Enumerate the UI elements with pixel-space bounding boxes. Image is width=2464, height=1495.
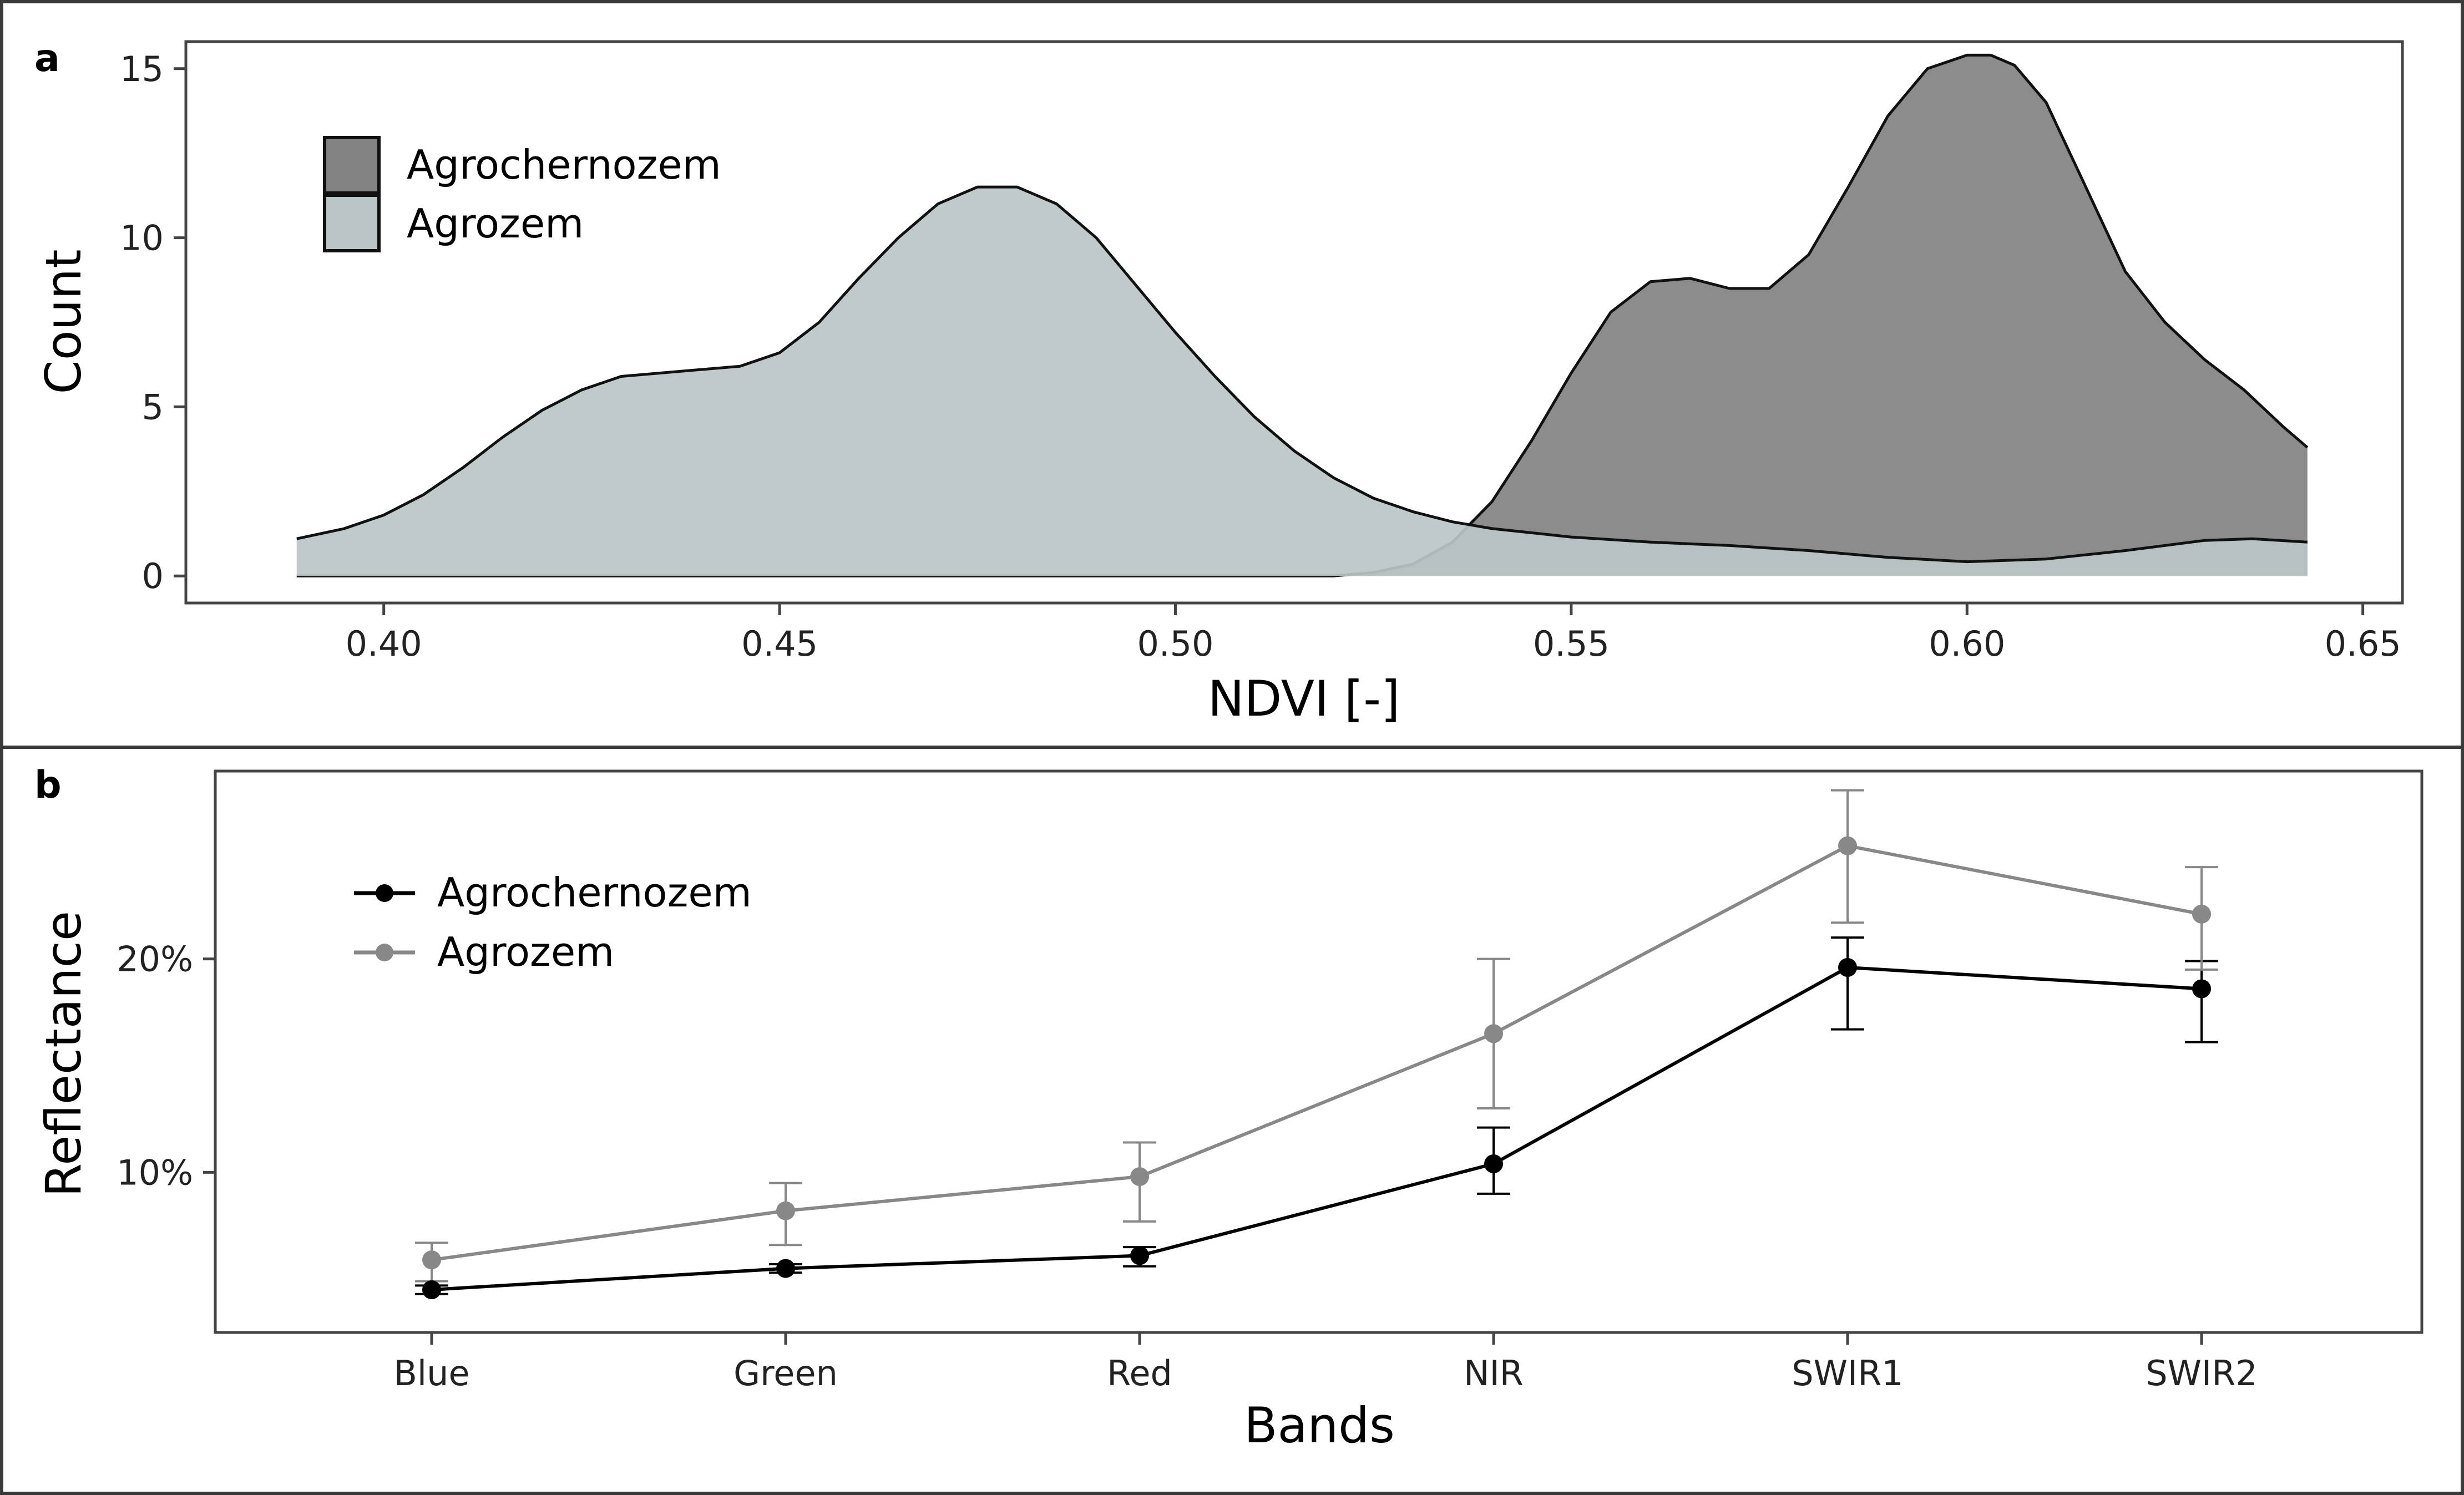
x-tick-label: NIR	[1464, 1353, 1524, 1393]
density-area-agrozem	[296, 187, 2308, 576]
panel-a-x-axis-label: NDVI [-]	[1208, 670, 1400, 727]
x-tick-label: 0.55	[1533, 624, 1610, 664]
legend-marker-agrochernozem	[376, 884, 393, 902]
data-point-agrochernozem-swir1	[1838, 958, 1857, 977]
data-point-agrozem-swir2	[2192, 904, 2211, 924]
x-tick-label: Green	[733, 1353, 838, 1393]
data-point-agrozem-blue	[422, 1250, 441, 1270]
legend-swatch-agrozem	[323, 194, 381, 252]
data-point-agrozem-green	[776, 1201, 795, 1220]
panel-a-y-axis-ticks: 0 5 10 15	[120, 49, 186, 596]
y-tick-label: 20%	[117, 939, 193, 980]
x-tick-label: Red	[1107, 1353, 1172, 1393]
x-tick-label: SWIR1	[1792, 1353, 1903, 1393]
data-point-agrochernozem-blue	[422, 1280, 441, 1300]
y-tick-label: 10	[120, 218, 164, 259]
panel-a-density-areas	[296, 53, 2309, 577]
y-tick-label: 5	[142, 387, 164, 427]
panel-b-series-points	[422, 836, 2211, 1300]
x-tick-label: 0.65	[2325, 624, 2401, 664]
x-tick-label: Blue	[393, 1353, 469, 1393]
y-tick-label: 15	[120, 49, 164, 89]
panel-a-label: a	[34, 37, 60, 80]
y-tick-label: 0	[142, 556, 164, 596]
panel-b-series-lines	[431, 844, 2202, 1291]
series-line-agrozem	[431, 844, 2202, 1262]
panel-b-y-axis-label: Reflectance	[35, 911, 92, 1197]
x-tick-label: 0.60	[1929, 624, 2005, 664]
data-point-agrochernozem-green	[776, 1259, 795, 1278]
data-point-agrochernozem-nir	[1484, 1154, 1503, 1174]
x-tick-label: 0.50	[1137, 624, 1213, 664]
legend-label-agrochernozem: Agrochernozem	[437, 869, 752, 916]
panel-b-x-axis-ticks: Blue Green Red NIR SWIR1 SWIR2	[393, 1332, 2258, 1393]
legend-label-agrochernozem: Agrochernozem	[407, 141, 721, 188]
panel-a-y-axis-label: Count	[35, 249, 92, 394]
x-tick-label: SWIR2	[2146, 1353, 2257, 1393]
legend-swatch-agrochernozem	[323, 136, 381, 195]
panel-a-legend: Agrochernozem Agrozem	[323, 136, 721, 252]
y-tick-label: 10%	[117, 1152, 193, 1193]
panel-a-x-axis-ticks: 0.40 0.45 0.50 0.55 0.60 0.65	[346, 603, 2401, 664]
legend-label-agrozem: Agrozem	[407, 200, 584, 247]
panel-a-density-chart: a 0.40 0.45 0.50 0.55 0.60 0.65 0 5 10 15 NDVI […	[34, 37, 2404, 727]
x-tick-label: 0.40	[346, 624, 422, 664]
density-area-agrochernozem	[296, 55, 2308, 576]
data-point-agrozem-nir	[1484, 1024, 1503, 1043]
panel-b-reflectance-chart: b Blue Green Red NIR SWIR1 SWIR2 10% 20% Bands…	[34, 763, 2423, 1454]
data-point-agrozem-swir1	[1838, 836, 1857, 855]
data-point-agrochernozem-swir2	[2192, 979, 2211, 999]
legend-marker-agrozem	[376, 944, 393, 961]
panel-b-x-axis-label: Bands	[1244, 1397, 1395, 1454]
series-line-agrochernozem	[431, 965, 2202, 1291]
legend-label-agrozem: Agrozem	[437, 929, 614, 975]
panel-b-label: b	[34, 763, 62, 807]
x-tick-label: 0.45	[741, 624, 818, 664]
panel-b-y-axis-ticks: 10% 20%	[117, 939, 215, 1193]
density-outline-agrozem	[296, 185, 2308, 564]
data-point-agrochernozem-red	[1130, 1246, 1149, 1265]
panel-b-plot-area	[214, 769, 2423, 1334]
panel-a-plot-area	[184, 40, 2404, 605]
density-outline-agrochernozem	[296, 53, 2309, 577]
data-point-agrozem-red	[1130, 1167, 1149, 1187]
panel-b-legend: Agrochernozem Agrozem	[354, 869, 752, 975]
